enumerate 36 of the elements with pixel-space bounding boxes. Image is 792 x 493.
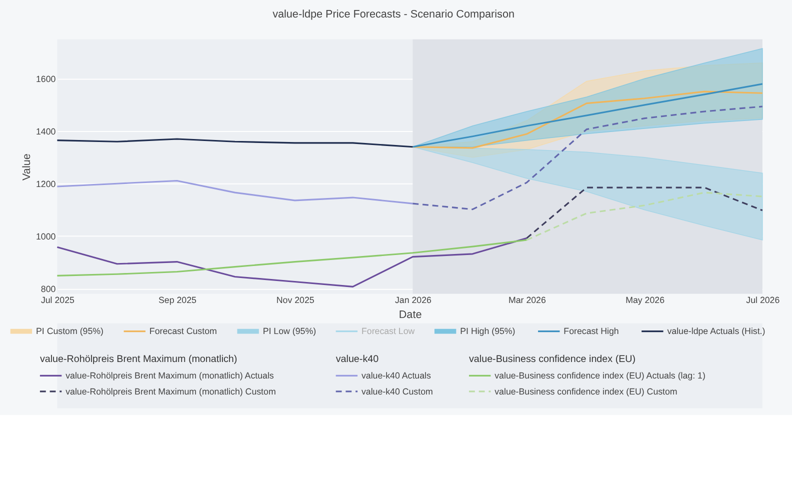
x-tick-label: Jan 2026 [394, 295, 432, 306]
text: value-Business confidence index (EU) [468, 354, 636, 365]
y-tick-label: 1600 [36, 74, 56, 84]
legend-label: Forecast Custom [149, 326, 217, 336]
line-series [56, 180, 414, 204]
y-tick-label: 800 [40, 284, 56, 294]
y-tick-label: 1000 [36, 232, 56, 242]
line-series [56, 239, 528, 276]
x-tick-label: Jul 2026 [746, 295, 780, 306]
legend-label: value-Rohölpreis Brent Maximum (monatlich) Actuals [66, 370, 274, 381]
x-tick-label: Nov 2025 [276, 295, 314, 306]
legend-label: value-k40 Actuals [361, 370, 432, 381]
legend-label: value-k40 Custom [361, 386, 433, 396]
x-tick-label: May 2026 [626, 295, 665, 306]
legend-label: PI Low (95%) [262, 326, 316, 336]
y-tick-label: 1400 [36, 126, 56, 137]
chart-title: value-ldpe Price Forecasts - Scenario Comparison [272, 8, 515, 21]
x-tick-label: Jul 2025 [40, 295, 75, 306]
legend-label: Forecast Low [361, 326, 416, 336]
y-axis-title: Value [21, 154, 34, 181]
x-tick-label: Mar 2026 [508, 295, 546, 306]
y-tick-label: 1200 [36, 179, 56, 190]
legend-label: Forecast High [564, 326, 619, 336]
line-series [56, 138, 414, 148]
text: value-Rohölpreis Brent Maximum (monatlich) [40, 354, 238, 365]
legend-label: value-Rohölpreis Brent Maximum (monatlich) Custom [66, 386, 276, 396]
legend-label: PI High (95%) [460, 326, 516, 336]
text: value-k40 [336, 354, 380, 365]
x-axis-title: Date [398, 308, 422, 321]
line-series [56, 237, 528, 288]
legend-label: value-Business confidence index (EU) Custom [494, 386, 678, 396]
legend-label: PI Custom (95%) [36, 326, 104, 336]
legend-label: value-Business confidence index (EU) Actuals (lag: 1) [494, 370, 706, 381]
x-tick-label: Sep 2025 [158, 295, 197, 306]
line-series [412, 106, 764, 210]
legend-label: value-ldpe Actuals (Hist.) [667, 326, 766, 336]
